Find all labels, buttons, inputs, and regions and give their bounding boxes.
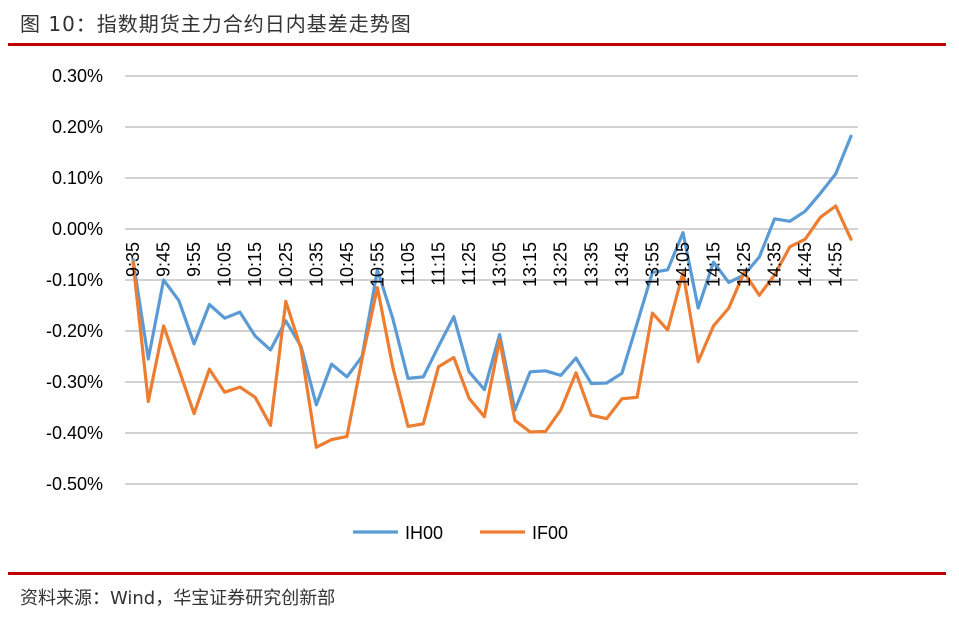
x-tick-label: 13:35 bbox=[581, 242, 601, 287]
x-tick-label: 10:35 bbox=[306, 242, 326, 287]
x-tick-label: 10:55 bbox=[367, 242, 387, 287]
series-line-if00 bbox=[131, 204, 853, 449]
x-tick-label: 9:35 bbox=[123, 242, 143, 277]
x-tick-label: 11:25 bbox=[459, 242, 479, 286]
legend-label-ih00: IH00 bbox=[405, 523, 443, 543]
x-tick-label: 10:15 bbox=[245, 242, 265, 287]
series-line-ih00 bbox=[131, 134, 853, 412]
source-note: 资料来源：Wind，华宝证券研究创新部 bbox=[20, 588, 336, 609]
x-tick-label: 13:45 bbox=[612, 242, 632, 287]
legend: IH00 IF00 bbox=[353, 523, 568, 543]
x-tick-label: 14:15 bbox=[704, 242, 724, 287]
x-tick-label: 14:55 bbox=[826, 242, 846, 287]
y-tick-label: -0.50% bbox=[46, 474, 103, 494]
x-tick-label: 13:55 bbox=[642, 242, 662, 287]
x-axis-tick-labels: 9:35 9:45 9:55 10:05 10:15 10:25 10:35 10:45 10:… bbox=[123, 242, 846, 287]
x-tick-label: 10:05 bbox=[215, 242, 235, 287]
x-tick-label: 13:25 bbox=[551, 242, 571, 287]
figure-title: 图 10：指数期货主力合约日内基差走势图 bbox=[20, 12, 412, 36]
y-axis-tick-labels: 0.30% 0.20% 0.10% 0.00% -0.10% -0.20% -0.30% -0… bbox=[46, 66, 103, 494]
x-tick-label: 11:05 bbox=[398, 242, 418, 286]
source-divider bbox=[8, 572, 946, 575]
y-tick-label: -0.30% bbox=[46, 372, 103, 392]
series-lines bbox=[131, 134, 853, 449]
legend-label-if00: IF00 bbox=[532, 523, 568, 543]
y-tick-label: 0.10% bbox=[52, 168, 103, 188]
y-tick-label: 0.00% bbox=[52, 219, 103, 239]
y-tick-label: -0.40% bbox=[46, 423, 103, 443]
x-tick-label: 13:15 bbox=[520, 242, 540, 287]
title-divider bbox=[8, 43, 946, 46]
y-tick-label: -0.20% bbox=[46, 321, 103, 341]
x-tick-label: 10:25 bbox=[276, 242, 296, 287]
x-tick-label: 14:35 bbox=[765, 242, 785, 287]
x-tick-label: 14:25 bbox=[734, 242, 754, 287]
x-tick-label: 14:05 bbox=[673, 242, 693, 287]
y-tick-label: 0.20% bbox=[52, 117, 103, 137]
x-tick-label: 9:45 bbox=[154, 242, 174, 277]
x-tick-label: 11:15 bbox=[429, 242, 449, 286]
x-tick-label: 13:05 bbox=[490, 242, 510, 287]
y-tick-label: -0.10% bbox=[46, 270, 103, 290]
x-tick-label: 14:45 bbox=[795, 242, 815, 287]
x-tick-label: 9:55 bbox=[184, 242, 204, 277]
x-tick-label: 10:45 bbox=[337, 242, 357, 287]
y-tick-label: 0.30% bbox=[52, 66, 103, 86]
